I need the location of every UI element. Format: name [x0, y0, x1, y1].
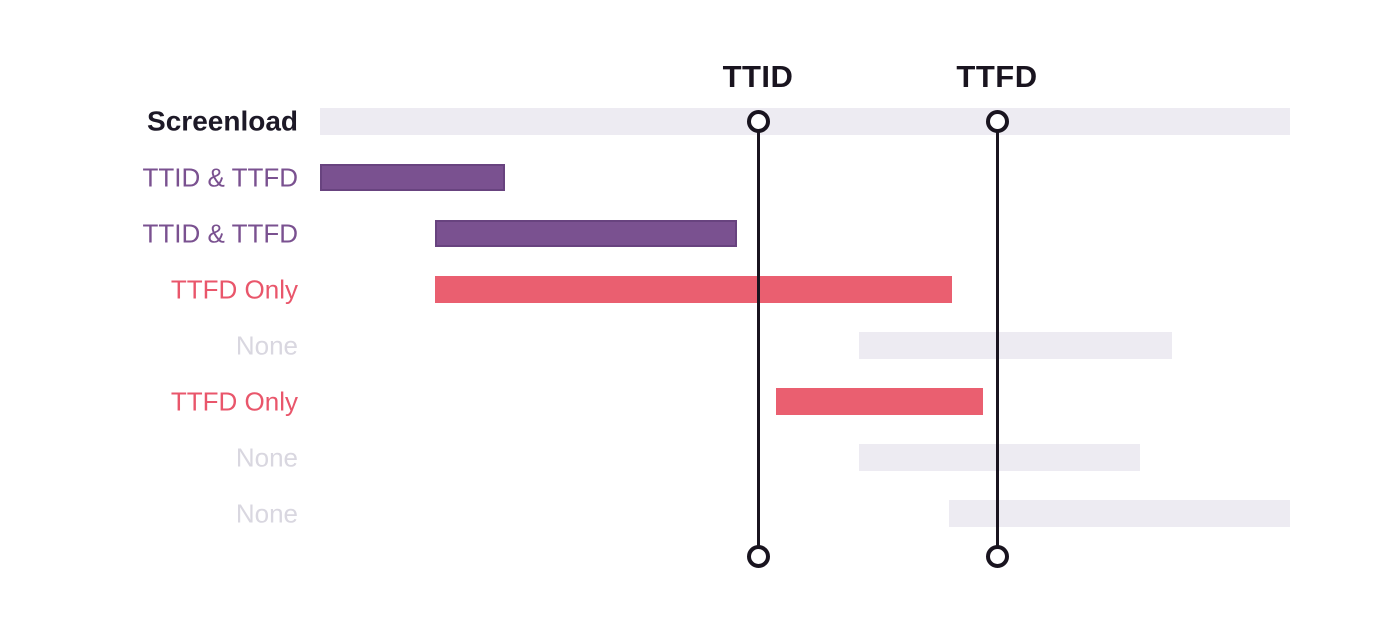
span-bar-5-red	[776, 388, 983, 415]
row-label-7: None	[235, 498, 298, 529]
ttid-marker-title: TTID	[722, 59, 794, 94]
ttfd-marker-circle-top	[986, 110, 1009, 133]
span-bar-7-track	[949, 500, 1290, 527]
row-label-6: None	[235, 442, 298, 473]
ttfd-marker-title: TTFD	[956, 59, 1038, 94]
row-label-1: TTID & TTFD	[142, 162, 298, 193]
row-label-0: Screenload	[147, 105, 298, 137]
span-bar-6-track	[859, 444, 1140, 471]
row-label-2: TTID & TTFD	[142, 218, 298, 249]
row-label-4: None	[235, 330, 298, 361]
row-label-5: TTFD Only	[170, 386, 298, 417]
ttid-marker-line	[757, 121, 760, 556]
row-label-3: TTFD Only	[170, 274, 298, 305]
ttfd-marker-circle-bottom	[986, 545, 1009, 568]
ttid-marker-circle-bottom	[747, 545, 770, 568]
span-bar-3-red	[435, 276, 952, 303]
span-bar-0-track	[320, 108, 1290, 135]
span-bar-4-track	[859, 332, 1172, 359]
ttid-marker-circle-top	[747, 110, 770, 133]
span-bar-1-purple	[320, 164, 505, 191]
span-bar-2-purple	[435, 220, 737, 247]
ttfd-marker-line	[996, 121, 999, 556]
